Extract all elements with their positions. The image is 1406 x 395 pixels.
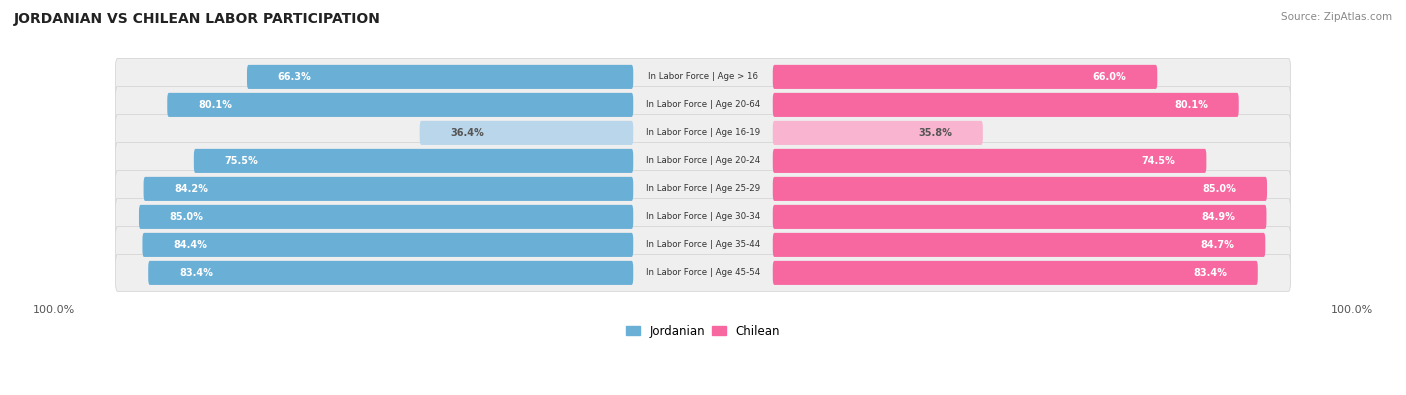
FancyBboxPatch shape <box>420 121 633 145</box>
FancyBboxPatch shape <box>142 233 633 257</box>
FancyBboxPatch shape <box>115 87 1291 123</box>
Text: In Labor Force | Age > 16: In Labor Force | Age > 16 <box>648 72 758 81</box>
Text: 85.0%: 85.0% <box>1202 184 1236 194</box>
Text: 83.4%: 83.4% <box>1194 268 1227 278</box>
Text: 74.5%: 74.5% <box>1142 156 1175 166</box>
FancyBboxPatch shape <box>139 205 633 229</box>
FancyBboxPatch shape <box>773 177 1267 201</box>
Text: In Labor Force | Age 20-24: In Labor Force | Age 20-24 <box>645 156 761 166</box>
Text: 85.0%: 85.0% <box>170 212 204 222</box>
FancyBboxPatch shape <box>115 170 1291 207</box>
Text: 84.9%: 84.9% <box>1202 212 1236 222</box>
Text: 80.1%: 80.1% <box>198 100 232 110</box>
Text: 84.7%: 84.7% <box>1201 240 1234 250</box>
Text: In Labor Force | Age 25-29: In Labor Force | Age 25-29 <box>645 184 761 194</box>
FancyBboxPatch shape <box>148 261 633 285</box>
Text: In Labor Force | Age 45-54: In Labor Force | Age 45-54 <box>645 268 761 277</box>
FancyBboxPatch shape <box>773 93 1239 117</box>
FancyBboxPatch shape <box>773 205 1267 229</box>
FancyBboxPatch shape <box>143 177 633 201</box>
Text: 80.1%: 80.1% <box>1174 100 1208 110</box>
Legend: Jordanian, Chilean: Jordanian, Chilean <box>621 320 785 342</box>
FancyBboxPatch shape <box>773 65 1157 89</box>
FancyBboxPatch shape <box>773 149 1206 173</box>
FancyBboxPatch shape <box>247 65 633 89</box>
FancyBboxPatch shape <box>167 93 633 117</box>
Text: 84.2%: 84.2% <box>174 184 208 194</box>
Text: 84.4%: 84.4% <box>173 240 207 250</box>
Text: 83.4%: 83.4% <box>179 268 212 278</box>
FancyBboxPatch shape <box>773 233 1265 257</box>
Text: 35.8%: 35.8% <box>918 128 952 138</box>
FancyBboxPatch shape <box>115 58 1291 95</box>
Text: In Labor Force | Age 20-64: In Labor Force | Age 20-64 <box>645 100 761 109</box>
FancyBboxPatch shape <box>115 226 1291 263</box>
Text: In Labor Force | Age 30-34: In Labor Force | Age 30-34 <box>645 213 761 221</box>
Text: 66.3%: 66.3% <box>278 72 312 82</box>
FancyBboxPatch shape <box>115 115 1291 151</box>
Text: 75.5%: 75.5% <box>225 156 259 166</box>
FancyBboxPatch shape <box>773 261 1258 285</box>
Text: 36.4%: 36.4% <box>450 128 484 138</box>
FancyBboxPatch shape <box>773 121 983 145</box>
FancyBboxPatch shape <box>115 198 1291 235</box>
FancyBboxPatch shape <box>115 254 1291 292</box>
Text: 66.0%: 66.0% <box>1092 72 1126 82</box>
Text: JORDANIAN VS CHILEAN LABOR PARTICIPATION: JORDANIAN VS CHILEAN LABOR PARTICIPATION <box>14 12 381 26</box>
Text: In Labor Force | Age 35-44: In Labor Force | Age 35-44 <box>645 241 761 249</box>
Text: Source: ZipAtlas.com: Source: ZipAtlas.com <box>1281 12 1392 22</box>
FancyBboxPatch shape <box>115 143 1291 179</box>
Text: In Labor Force | Age 16-19: In Labor Force | Age 16-19 <box>645 128 761 137</box>
FancyBboxPatch shape <box>194 149 633 173</box>
